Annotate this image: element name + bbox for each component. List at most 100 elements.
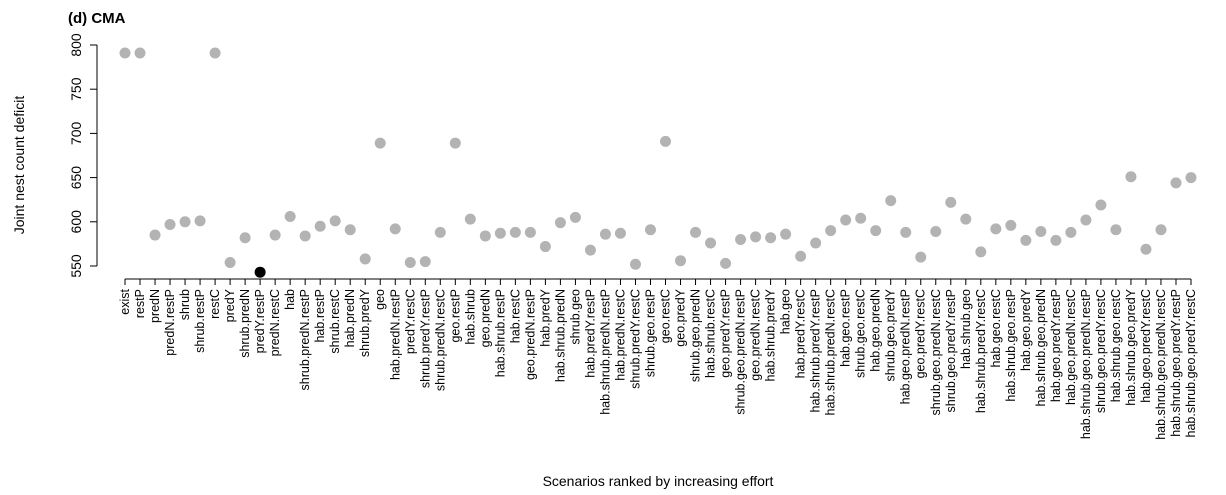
data-point — [224, 256, 236, 268]
x-tick-label: geo.predN.restP — [523, 289, 537, 380]
data-point — [614, 227, 626, 239]
data-point — [149, 229, 161, 241]
data-point — [584, 244, 596, 256]
data-point — [1125, 171, 1137, 183]
x-tick-label: hab — [283, 289, 297, 310]
data-point — [915, 251, 927, 263]
x-tick-label: hab.predN — [343, 289, 357, 347]
data-point — [765, 232, 777, 244]
data-point — [840, 214, 852, 226]
x-tick-label: hab.shrub.predN — [553, 289, 567, 382]
x-tick-label: hab.shrub.restC — [704, 289, 718, 378]
data-point — [209, 47, 221, 59]
x-tick-label: geo — [373, 289, 387, 310]
x-tick-label: shrub.geo.predY — [884, 288, 898, 381]
x-tick-label: restP — [133, 289, 147, 318]
x-tick-label: hab.restC — [508, 289, 522, 343]
x-tick-label: hab.predY — [538, 288, 552, 346]
x-tick-label: shrub.predY.restP — [418, 289, 432, 388]
x-tick-label: geo.predY.restP — [719, 289, 733, 378]
data-point — [119, 47, 131, 59]
data-point-highlight — [254, 266, 266, 278]
x-tick-label: hab.predN.restC — [613, 289, 627, 381]
data-point — [389, 223, 401, 235]
x-tick-label: shrub.predY.restC — [628, 289, 642, 389]
x-tick-label: hab.shrub.predY — [764, 288, 778, 381]
x-tick-label: hab.shrub.geo.predY — [1124, 288, 1138, 405]
y-tick-label: 650 — [68, 166, 84, 190]
x-tick-label: hab.shrub.geo.predN — [1034, 289, 1048, 406]
x-tick-label: predY.restP — [253, 289, 267, 353]
chart-title: (d) CMA — [68, 10, 126, 27]
y-tick-label: 800 — [68, 33, 84, 57]
x-tick-label: hab.geo.predN — [869, 289, 883, 372]
y-tick-label: 700 — [68, 122, 84, 146]
data-point — [1080, 214, 1092, 226]
data-point — [524, 226, 536, 238]
x-tick-label: hab.shrub.predN.restP — [598, 289, 612, 415]
x-tick-label: hab.geo.restC — [989, 289, 1003, 368]
x-tick-label: shrub — [178, 289, 192, 320]
x-tick-label: hab.predY.restP — [583, 289, 597, 378]
data-point — [1035, 226, 1047, 238]
x-tick-label: predN.restP — [163, 289, 177, 356]
x-tick-label: shrub.geo.restC — [854, 289, 868, 378]
data-point — [720, 257, 732, 269]
x-tick-label: restC — [208, 289, 222, 319]
x-tick-label: geo.restC — [659, 289, 673, 343]
x-tick-label: shrub.geo.predY.restC — [1094, 289, 1108, 413]
data-point — [359, 253, 371, 265]
x-tick-label: geo.predN — [478, 289, 492, 347]
x-axis-title: Scenarios ranked by increasing effort — [543, 473, 774, 489]
x-tick-label: geo.restP — [448, 289, 462, 343]
y-axis-title: Joint nest count deficit — [11, 96, 27, 235]
data-point — [164, 218, 176, 230]
x-tick-label: hab.shrub.geo — [959, 289, 973, 369]
x-tick-label: shrub.predN — [238, 289, 252, 358]
data-point — [780, 228, 792, 240]
x-tick-label: shrub.geo.predY.restP — [944, 289, 958, 412]
y-tick-label: 550 — [68, 254, 84, 278]
x-tick-label: shrub.predN.restC — [433, 289, 447, 391]
x-tick-label: hab.geo.predN.restP — [899, 289, 913, 404]
x-tick-label: shrub.restP — [193, 289, 207, 353]
data-point — [404, 256, 416, 268]
x-tick-label: hab.shrub.geo.restP — [1004, 289, 1018, 402]
data-point — [629, 258, 641, 270]
x-tick-label: shrub.predY — [358, 288, 372, 357]
x-tick-label: shrub.geo.predN.restP — [734, 289, 748, 415]
data-point — [1050, 234, 1062, 246]
x-tick-label: hab.geo.predY.restP — [1049, 289, 1063, 402]
data-point — [419, 256, 431, 268]
data-point — [1170, 177, 1182, 189]
x-tick-label: shrub.geo.predN — [689, 289, 703, 382]
x-tick-label: hab.shrub.geo.predY.restP — [1169, 289, 1183, 437]
data-point — [870, 225, 882, 237]
x-tick-label: hab.shrub.predY.restP — [809, 289, 823, 412]
data-point — [1065, 226, 1077, 238]
x-tick-label: geo.predY — [674, 288, 688, 346]
x-tick-label: hab.shrub.predN.restC — [824, 289, 838, 415]
x-tick-label: hab.geo.predN.restC — [1064, 289, 1078, 405]
x-axis: exist restP predN predN.restP shrub shrub.res… — [118, 278, 1198, 440]
x-tick-label: shrub.geo.restP — [643, 289, 657, 377]
x-tick-label: hab.geo.predY — [1019, 288, 1033, 371]
data-point — [1185, 172, 1197, 184]
x-tick-label: geo.predN.restC — [749, 289, 763, 381]
data-point — [299, 230, 311, 242]
data-point — [329, 215, 341, 227]
x-tick-label: shrub.predN.restP — [298, 289, 312, 390]
x-tick-label: predY.restC — [403, 289, 417, 354]
data-points — [119, 47, 1197, 278]
x-tick-label: predY — [223, 288, 237, 322]
x-tick-label: shrub.geo — [568, 289, 582, 345]
x-tick-label: hab.shrub.geo.predY.restC — [1184, 289, 1198, 437]
data-point — [1095, 199, 1107, 211]
data-point — [194, 215, 206, 227]
data-point — [690, 226, 702, 238]
data-point — [344, 224, 356, 236]
x-tick-label: hab.restP — [313, 289, 327, 343]
data-point — [960, 213, 972, 225]
data-point — [509, 226, 521, 238]
x-tick-label: hab.shrub.predY.restC — [974, 289, 988, 413]
